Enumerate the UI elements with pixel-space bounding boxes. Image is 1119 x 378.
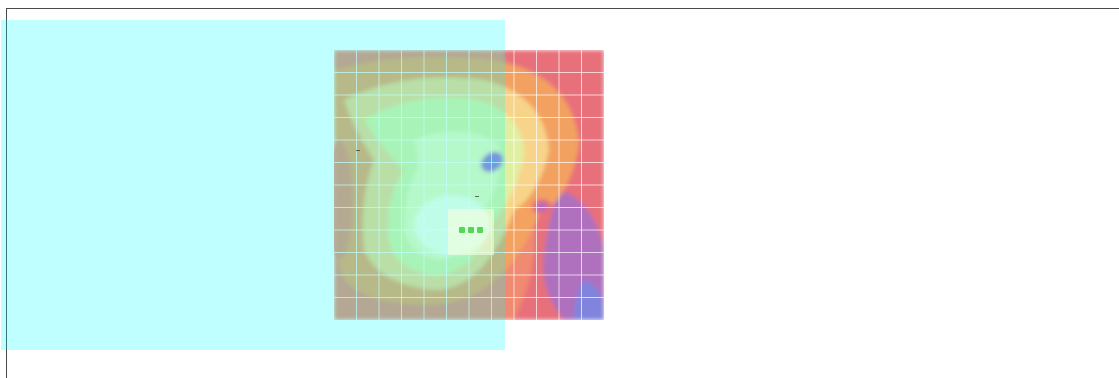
center-marker [448, 209, 494, 255]
heatmap-image [334, 50, 604, 320]
loading-dots-icon [477, 227, 483, 233]
loading-dots-icon [459, 227, 465, 233]
loading-dots-icon [468, 227, 474, 233]
map-speck [356, 150, 360, 151]
map-speck [475, 196, 479, 197]
selection-overlay [1, 20, 505, 350]
weather-heatmap-tile [334, 50, 604, 320]
